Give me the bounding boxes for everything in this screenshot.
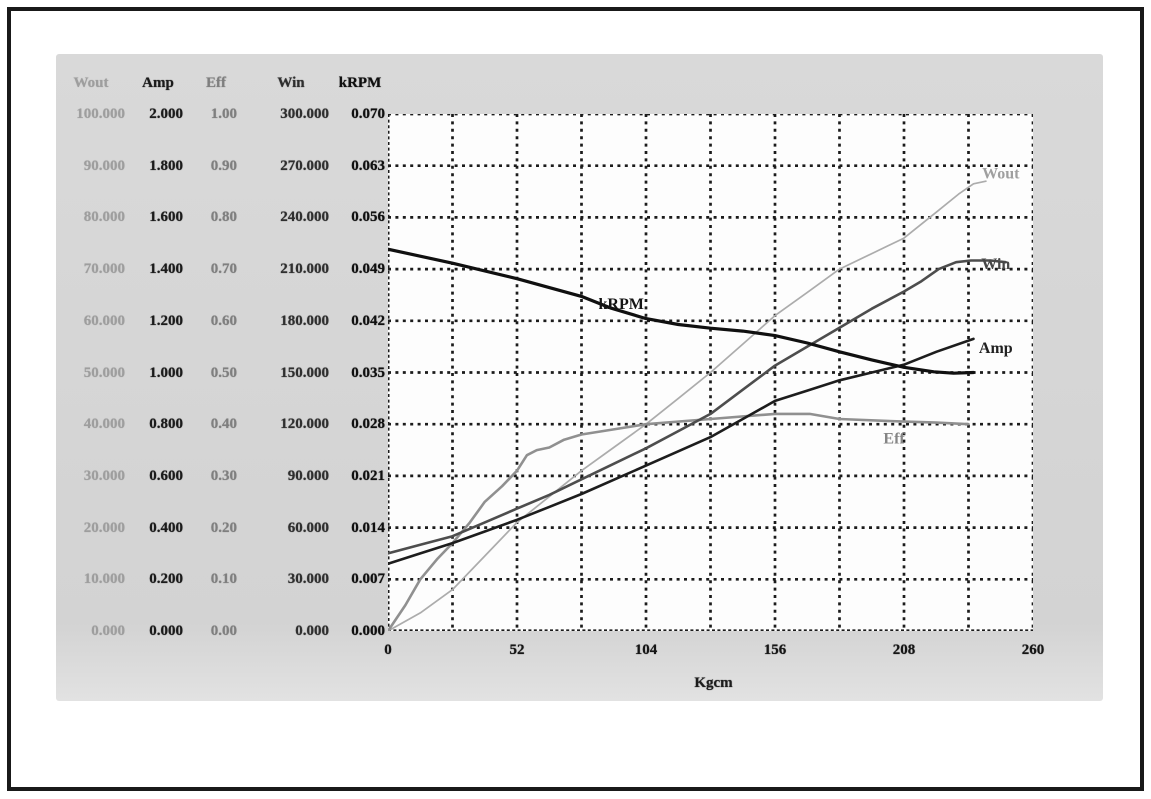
table-cell: 90.000 (287, 467, 329, 484)
table-cell: 1.600 (149, 209, 183, 226)
series-amp-curve (388, 337, 975, 566)
table-cell: 0.70 (210, 261, 237, 278)
series-win-curve (388, 259, 1008, 555)
table-cell: 0.80 (210, 209, 237, 226)
table-cell: 0.070 (351, 106, 385, 122)
table-cell: 0.10 (210, 571, 237, 588)
table-cell: 300.000 (280, 106, 329, 122)
table-cell: 0.200 (149, 571, 183, 588)
table-cell: 60.000 (83, 312, 125, 329)
series-krpm-curve (388, 247, 976, 375)
table-cell: 0.90 (210, 157, 237, 174)
table-header-wout: Wout (73, 75, 109, 91)
table-cell: 10.000 (83, 571, 125, 588)
table-cell: 0.035 (351, 364, 385, 381)
table-cell: 0.60 (210, 312, 237, 329)
table-cell: 0.000 (149, 623, 183, 639)
table-cell: 20.000 (83, 519, 125, 536)
chart-canvas: Wout Eff Win Amp kRPM (388, 114, 1033, 631)
series-wout-curve (388, 180, 987, 631)
table-cell: 0.30 (210, 467, 237, 484)
table-cell: 150.000 (280, 364, 329, 381)
table-cell: 0.021 (351, 467, 385, 484)
table-cell: 1.200 (149, 312, 183, 329)
table-header-krpm: kRPM (338, 75, 382, 91)
table-cell: 70.000 (83, 261, 125, 278)
table-cell: 90.000 (83, 157, 125, 174)
table-cell: 1.800 (149, 157, 183, 174)
table-cell: 2.000 (149, 106, 183, 122)
table-cell: 0.014 (351, 519, 385, 536)
series-wout-label: Wout (982, 166, 1020, 183)
series-krpm-label: kRPM (599, 296, 644, 313)
table-cell: 50.000 (83, 364, 125, 381)
page-border-frame: Wout Amp Eff Win kRPM 100.000 2.000 1.00 300.000… (7, 7, 1144, 791)
table-cell: 0.007 (351, 571, 385, 588)
table-header-amp: Amp (142, 75, 174, 91)
table-cell: 0.000 (351, 623, 385, 639)
table-cell: 0.056 (351, 209, 385, 226)
chart-panel: Wout Amp Eff Win kRPM 100.000 2.000 1.00 300.000… (56, 54, 1103, 701)
table-cell: 0.000 (91, 623, 125, 639)
table-cell: 0.800 (149, 416, 183, 433)
table-cell: 1.400 (149, 261, 183, 278)
table-cell: 0.000 (295, 623, 329, 639)
table-cell: 60.000 (287, 519, 329, 536)
table-header-win: Win (277, 75, 305, 91)
table-cell: 40.000 (83, 416, 125, 433)
table-cell: 100.000 (76, 106, 125, 122)
table-cell: 0.50 (210, 364, 237, 381)
series-eff-curve (388, 412, 970, 631)
table-cell: 0.028 (351, 416, 385, 433)
x-tick-label: 52 (509, 642, 525, 658)
table-cell: 30.000 (83, 467, 125, 484)
series-win-label: Win (981, 256, 1010, 273)
table-cell: 0.042 (351, 312, 385, 329)
x-tick-label: 260 (1021, 642, 1045, 658)
table-cell: 1.000 (149, 364, 183, 381)
table-cell: 0.063 (351, 157, 385, 174)
x-axis-title: Kgcm (694, 675, 733, 691)
table-cell: 0.40 (210, 416, 237, 433)
table-cell: 210.000 (280, 261, 329, 278)
table-cell: 0.600 (149, 467, 183, 484)
table-header-eff: Eff (206, 75, 226, 91)
table-cell: 0.400 (149, 519, 183, 536)
x-tick-label: 208 (892, 642, 916, 658)
x-tick-label: 156 (763, 642, 787, 658)
series-amp-label: Amp (979, 340, 1013, 357)
table-cell: 1.00 (210, 106, 237, 122)
x-tick-label: 104 (634, 642, 658, 658)
table-cell: 30.000 (287, 571, 329, 588)
table-cell: 270.000 (280, 157, 329, 174)
table-cell: 0.20 (210, 519, 237, 536)
table-cell: 180.000 (280, 312, 329, 329)
table-cell: 80.000 (83, 209, 125, 226)
series-eff-label: Eff (883, 431, 905, 448)
table-cell: 120.000 (280, 416, 329, 433)
x-tick-label: 0 (384, 642, 392, 658)
table-cell: 0.049 (351, 261, 385, 278)
plot-area: Wout Eff Win Amp kRPM (388, 114, 1033, 631)
table-cell: 240.000 (280, 209, 329, 226)
table-cell: 0.00 (210, 623, 237, 639)
